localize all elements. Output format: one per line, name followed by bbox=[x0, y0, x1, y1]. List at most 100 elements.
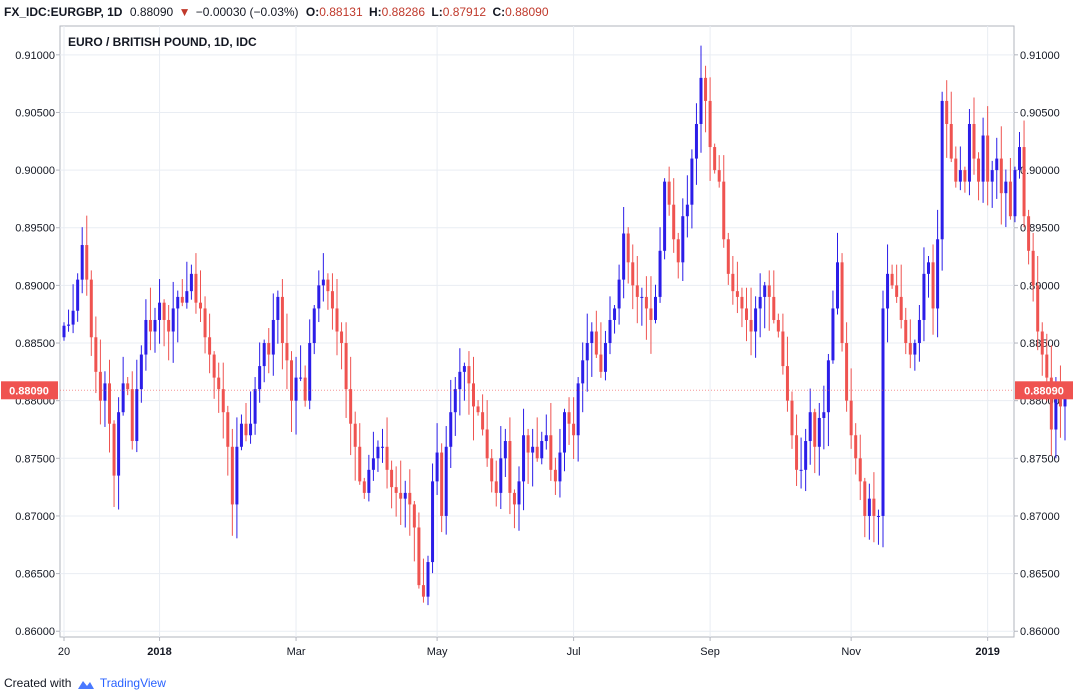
created-with-label: Created with bbox=[4, 676, 72, 690]
candle-body bbox=[640, 296, 644, 298]
candle-body bbox=[235, 446, 239, 505]
candle-body bbox=[690, 158, 694, 205]
candle-body bbox=[344, 343, 348, 390]
candle-body bbox=[936, 239, 940, 309]
y-tick-label-left: 0.89500 bbox=[15, 223, 55, 235]
chart-frame[interactable]: 0.91000 0.91000 0.90500 0.90500 0.90000 0.900… bbox=[0, 24, 1075, 669]
candle-body bbox=[654, 296, 657, 320]
x-tick-label: 2019 bbox=[975, 646, 999, 658]
candle-body bbox=[508, 441, 512, 493]
candle-body bbox=[94, 337, 98, 372]
candle-body bbox=[490, 458, 494, 482]
tradingview-logo-icon bbox=[77, 680, 94, 689]
candle-body bbox=[303, 377, 307, 401]
candle-body bbox=[558, 452, 562, 482]
candle-body bbox=[663, 181, 667, 251]
candle-body bbox=[62, 325, 66, 338]
candle-body bbox=[367, 469, 371, 493]
plot-area bbox=[59, 25, 1015, 638]
candle-body bbox=[1013, 170, 1017, 217]
candle-body bbox=[362, 481, 366, 493]
candle-body bbox=[299, 377, 303, 379]
candle-body bbox=[1022, 147, 1026, 217]
high-label: H: bbox=[368, 5, 382, 19]
candle-body bbox=[708, 100, 712, 148]
candle-body bbox=[294, 377, 298, 401]
candle-body bbox=[290, 360, 293, 401]
candle-body bbox=[867, 498, 871, 516]
candle-body bbox=[927, 262, 930, 274]
candle-body bbox=[535, 446, 539, 459]
candle-body bbox=[385, 446, 389, 470]
candle-body bbox=[849, 400, 853, 436]
last-price: 0.88090 bbox=[129, 5, 174, 19]
candle-body bbox=[458, 371, 462, 390]
candle-body bbox=[613, 308, 617, 320]
candle-body bbox=[931, 262, 935, 309]
candle-body bbox=[185, 291, 189, 303]
footer: Created with TradingView bbox=[4, 676, 166, 690]
candle-body bbox=[244, 423, 248, 436]
candle-body bbox=[531, 446, 535, 453]
tradingview-brand[interactable]: TradingView bbox=[99, 676, 166, 690]
candle-body bbox=[285, 343, 289, 361]
candle-body bbox=[226, 412, 230, 447]
low-value: 0.87912 bbox=[442, 5, 487, 19]
candle-body bbox=[526, 435, 530, 453]
candle-body bbox=[435, 452, 439, 482]
candle-body bbox=[462, 366, 466, 372]
candle-body bbox=[358, 446, 362, 482]
candle-body bbox=[781, 331, 785, 367]
candle-body bbox=[836, 262, 839, 309]
candle-body bbox=[408, 492, 412, 505]
candle-body bbox=[722, 181, 726, 240]
y-tick-label-left: 0.86500 bbox=[15, 569, 55, 581]
candle-body bbox=[121, 383, 125, 413]
candle-body bbox=[381, 446, 384, 448]
symbol-name[interactable]: FX_IDC:EURGBP, 1D bbox=[4, 5, 123, 19]
candle-body bbox=[872, 498, 876, 516]
y-tick-label-left: 0.86000 bbox=[15, 626, 55, 638]
candle-body bbox=[148, 319, 152, 332]
y-tick-label-left: 0.90500 bbox=[15, 107, 55, 119]
candle-body bbox=[517, 481, 521, 505]
candle-body bbox=[763, 285, 767, 297]
symbol-header: FX_IDC:EURGBP, 1D 0.88090 ▼ −0.00030 (−0… bbox=[0, 0, 1075, 24]
candle-body bbox=[98, 371, 102, 401]
y-tick-label-right: 0.87000 bbox=[1020, 511, 1060, 523]
candle-body bbox=[503, 441, 507, 459]
candle-body bbox=[945, 100, 949, 124]
candle-body bbox=[585, 343, 589, 361]
chart-title: EURO / BRITISH POUND, 1D, IDC bbox=[68, 35, 257, 49]
candle-body bbox=[1008, 181, 1012, 217]
y-tick-label-right: 0.86500 bbox=[1020, 569, 1060, 581]
candle-body bbox=[572, 423, 576, 436]
candle-body bbox=[658, 250, 662, 297]
x-tick-label: Jul bbox=[567, 646, 581, 658]
candle-body bbox=[581, 360, 585, 384]
candle-body bbox=[230, 446, 234, 505]
candlestick-chart[interactable]: 0.91000 0.91000 0.90500 0.90500 0.90000 0.900… bbox=[0, 24, 1075, 669]
x-tick-label: Mar bbox=[287, 646, 306, 658]
price-change: −0.00030 (−0.03%) bbox=[195, 5, 299, 19]
candle-body bbox=[467, 366, 471, 384]
candle-body bbox=[512, 492, 516, 505]
candle-body bbox=[644, 296, 648, 309]
candle-body bbox=[594, 331, 598, 355]
candle-body bbox=[881, 308, 885, 516]
candle-body bbox=[990, 170, 994, 182]
candle-body bbox=[249, 423, 253, 436]
candle-body bbox=[676, 239, 680, 263]
candle-body bbox=[963, 170, 967, 182]
candle-body bbox=[563, 412, 566, 453]
candle-body bbox=[704, 77, 708, 101]
candle-body bbox=[567, 412, 571, 424]
candle-body bbox=[103, 383, 107, 401]
candle-body bbox=[276, 296, 280, 320]
candle-body bbox=[412, 504, 416, 528]
candle-body bbox=[472, 383, 475, 407]
last-price-tag-right bbox=[1015, 381, 1073, 400]
candle-body bbox=[699, 77, 703, 124]
candle-body bbox=[108, 383, 111, 424]
candle-body bbox=[158, 302, 162, 320]
